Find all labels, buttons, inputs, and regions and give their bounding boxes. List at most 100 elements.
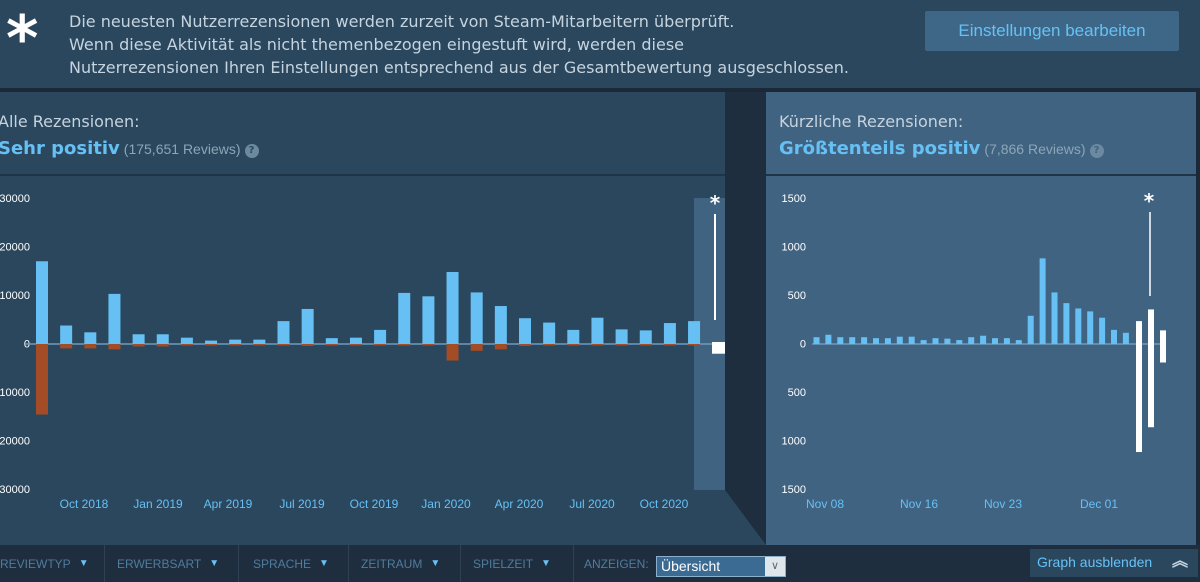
y-tick-label: 0 [800,339,806,351]
negative-bar [60,344,73,349]
filter-review-type[interactable]: REVIEWTYP ▼ [0,545,105,582]
filter-purchase-type[interactable]: ERWERBSART ▼ [105,545,239,582]
filter-label: ZEITRAUM [361,556,423,571]
notice-line: Die neuesten Nutzerrezensionen werden zu… [69,12,735,31]
positive-bar [470,292,483,344]
notice-text: Die neuesten Nutzerrezensionen werden zu… [69,10,849,79]
flagged-bar [1136,321,1142,453]
negative-bar [180,344,193,346]
negative-bar [422,344,435,346]
positive-bar [543,322,556,344]
negative-bar [615,344,628,346]
recent-reviews-title: Kürzliche Rezensionen: [779,112,964,131]
x-tick-label: Dec 01 [1080,497,1118,511]
positive-bar [615,329,628,344]
negative-bar [446,344,459,361]
positive-bar [873,338,879,344]
positive-bar [60,325,73,344]
filter-label: ERWERBSART [117,556,202,571]
flagged-bar [1160,330,1166,363]
flagged-asterisk: * [710,191,721,215]
y-tick-label: 10000 [0,290,30,302]
positive-bar [813,337,820,344]
filter-label: SPIELZEIT [473,556,534,571]
help-icon[interactable]: ? [1089,144,1104,158]
x-tick-label: Nov 16 [900,497,938,511]
x-tick-label: Oct 2019 [350,497,399,511]
x-tick-label: Oct 2020 [640,497,689,511]
positive-bar [374,329,387,344]
positive-bar [1039,258,1046,344]
y-tick-label: 20000 [0,436,30,448]
x-tick-label: Jul 2020 [569,497,615,511]
flagged-bar [712,342,725,354]
positive-bar [992,338,998,344]
positive-bar [688,321,701,344]
positive-bar [956,340,963,344]
dropdown-arrow-icon: ▼ [541,558,551,569]
negative-bar [374,344,387,346]
y-tick-label: 20000 [0,242,30,254]
positive-bar [1099,317,1106,344]
all-reviews-rating[interactable]: Sehr positiv [0,138,120,159]
positive-bar [1027,315,1034,344]
x-tick-label: Nov 23 [984,497,1022,511]
hide-graph-label: Graph ausblenden [1037,554,1153,570]
positive-bar [1015,340,1022,344]
x-tick-label: Jan 2020 [421,497,471,511]
positive-bar [567,329,580,344]
x-tick-label: Apr 2019 [204,497,253,511]
negative-bar [567,344,580,346]
y-tick-label: 500 [788,290,806,302]
positive-bar [494,306,507,344]
x-tick-label: Jul 2019 [279,497,325,511]
flagged-asterisk: * [1144,189,1155,213]
positive-bar [1003,338,1010,344]
positive-bar [422,296,435,344]
negative-bar [156,344,169,347]
negative-bar [543,344,556,346]
x-tick-label: Nov 08 [806,497,844,511]
positive-bar [398,292,411,344]
x-tick-label: Apr 2020 [495,497,544,511]
positive-bar [156,334,169,344]
negative-bar [591,344,604,346]
filter-label: REVIEWTYP [0,556,71,571]
positive-bar [884,338,891,344]
flagged-bar [1148,309,1154,428]
filter-language[interactable]: SPRACHE ▼ [239,545,349,582]
recent-reviews-rating[interactable]: Größtenteils positiv [779,138,981,159]
y-tick-label: 1000 [782,436,806,448]
negative-bar [349,344,362,346]
positive-bar [968,337,975,344]
chevron-down-icon: ∨ [765,557,785,576]
negative-bar [205,344,218,346]
negative-bar [108,344,121,350]
review-charts: 30000 20000 10000 0 10000 20000 30000 Oct 2018 J… [0,92,1166,545]
hide-graph-button[interactable]: Graph ausblenden ︽ [1030,549,1198,577]
negative-bar [398,344,411,346]
filter-time-range[interactable]: ZEITRAUM ▼ [349,545,461,582]
negative-bar [253,344,266,346]
filter-playtime[interactable]: SPIELZEIT ▼ [461,545,574,582]
y-tick-label: 30000 [0,484,30,496]
help-icon[interactable]: ? [244,144,259,158]
filter-label: SPRACHE [253,556,312,571]
positive-bar [1111,329,1117,344]
y-tick-label: 30000 [0,193,30,205]
dropdown-arrow-icon: ▼ [209,558,220,569]
edit-settings-button[interactable]: Einstellungen bearbeiten [925,11,1179,51]
positive-bar [36,261,48,344]
display-select-value: Übersicht [661,558,721,574]
positive-bar [253,339,266,344]
display-select[interactable]: Übersicht ∨ [656,556,786,577]
all-reviews-header: Alle Rezensionen: Sehr positiv (175,651 R… [0,92,766,176]
dropdown-arrow-icon: ▼ [78,558,89,569]
x-tick-label: Oct 2018 [60,497,109,511]
recent-reviews-panel: Kürzliche Rezensionen: Größtenteils posi… [766,92,1196,545]
negative-bar [229,344,242,346]
negative-bar [301,344,314,346]
positive-bar [108,293,121,344]
positive-bar [825,334,832,344]
x-tick-label: Jan 2019 [133,497,183,511]
